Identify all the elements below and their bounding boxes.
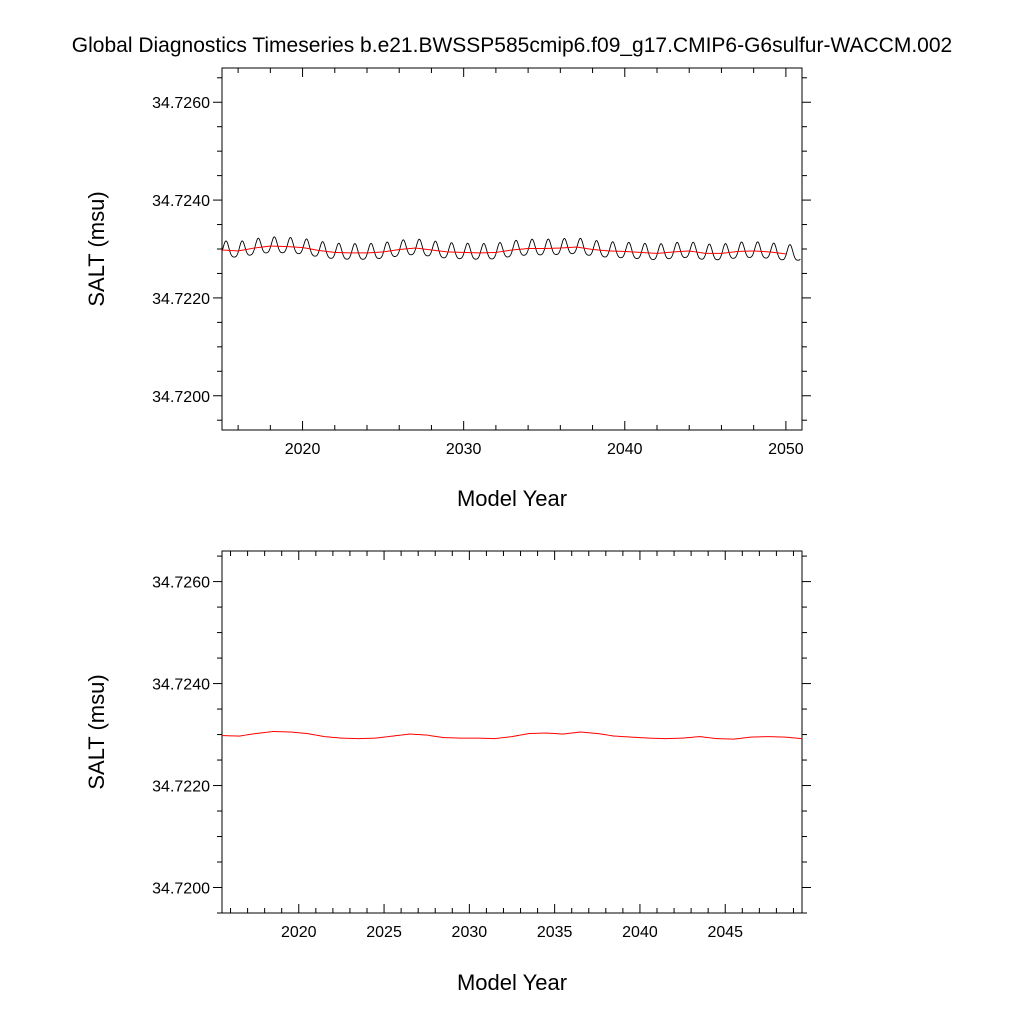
bottom-panel: 2020 2025 2030 2035 2040 2045 34.7260 34.7240 34… bbox=[84, 550, 811, 995]
top-monthly-salt-line bbox=[221, 236, 801, 261]
bottom-ticks bbox=[213, 551, 811, 914]
bottom-x-tick-label: 2025 bbox=[366, 924, 402, 941]
top-panel: 2020 2030 2040 2050 34.7260 34.7240 34.7220 34.… bbox=[84, 67, 811, 511]
bottom-x-tick-label: 2035 bbox=[537, 924, 573, 941]
bottom-x-tick-label: 2045 bbox=[707, 924, 743, 941]
top-annual-salt-line bbox=[221, 245, 786, 255]
bottom-tick-labels: 2020 2025 2030 2035 2040 2045 34.7260 34.7240 34… bbox=[152, 575, 743, 941]
top-lines bbox=[221, 236, 801, 261]
bottom-y-axis-label: SALT (msu) bbox=[84, 674, 109, 789]
top-y-tick-label: 34.7240 bbox=[152, 193, 210, 210]
bottom-x-tick-label: 2040 bbox=[622, 924, 658, 941]
top-x-tick-label: 2020 bbox=[285, 441, 321, 458]
bottom-x-tick-label: 2020 bbox=[281, 924, 317, 941]
top-y-tick-label: 34.7220 bbox=[152, 291, 210, 308]
top-tick-labels: 2020 2030 2040 2050 34.7260 34.7240 34.7220 34.… bbox=[152, 95, 804, 458]
top-y-tick-label: 34.7260 bbox=[152, 95, 210, 112]
bottom-lines bbox=[221, 730, 803, 740]
top-y-axis-label: SALT (msu) bbox=[84, 191, 109, 306]
top-x-tick-label: 2040 bbox=[607, 441, 643, 458]
bottom-y-tick-label: 34.7260 bbox=[152, 575, 210, 592]
top-x-axis-label: Model Year bbox=[457, 486, 567, 511]
bottom-plot-frame bbox=[221, 550, 803, 914]
bottom-x-axis-label: Model Year bbox=[457, 970, 567, 995]
top-x-tick-label: 2050 bbox=[768, 441, 804, 458]
top-x-tick-label: 2030 bbox=[446, 441, 482, 458]
bottom-y-tick-label: 34.7220 bbox=[152, 779, 210, 796]
figure-title: Global Diagnostics Timeseries b.e21.BWSS… bbox=[72, 34, 952, 57]
top-y-tick-label: 34.7200 bbox=[152, 389, 210, 406]
bottom-y-tick-label: 34.7240 bbox=[152, 677, 210, 694]
bottom-x-tick-label: 2030 bbox=[452, 924, 488, 941]
top-ticks bbox=[213, 68, 811, 430]
bottom-y-tick-label: 34.7200 bbox=[152, 881, 210, 898]
bottom-annual-salt-line bbox=[221, 730, 803, 740]
